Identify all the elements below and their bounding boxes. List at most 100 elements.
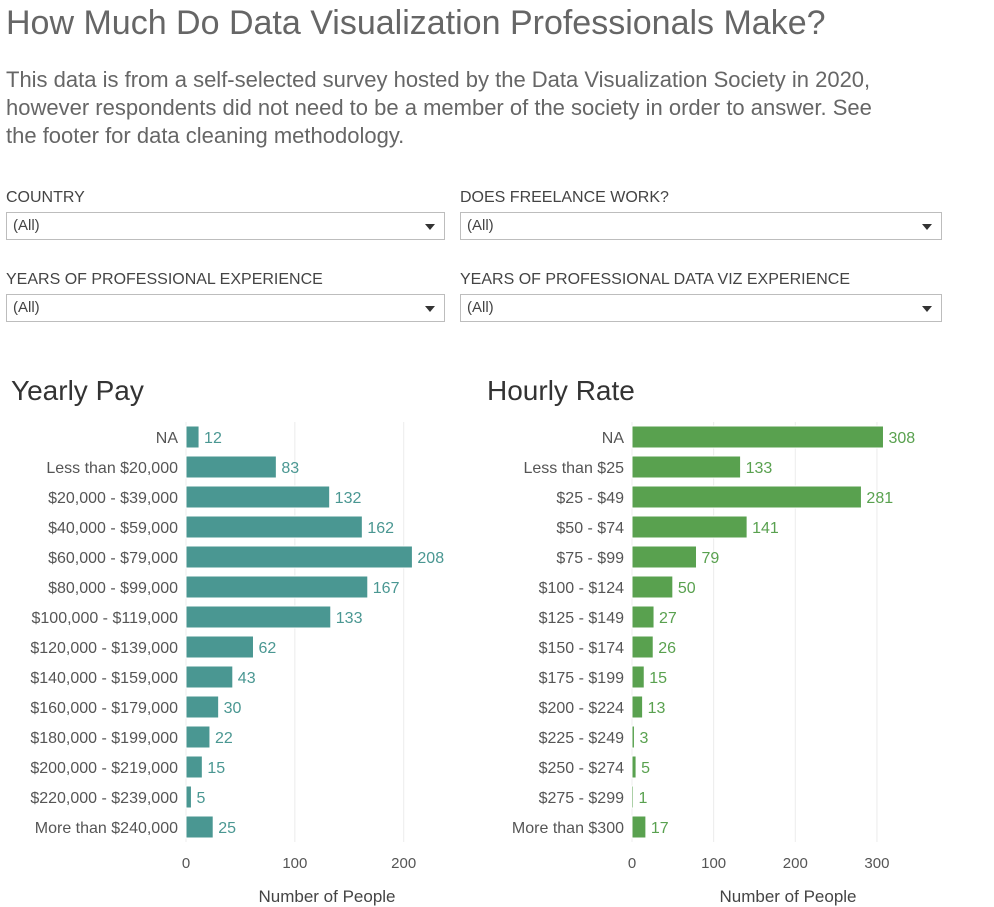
hourly-x-axis-title: Number of People bbox=[719, 887, 856, 906]
caret-down-icon bbox=[425, 224, 435, 230]
x-tick-label: 200 bbox=[391, 855, 416, 872]
hourly-bar[interactable] bbox=[631, 815, 647, 839]
yearly-bar[interactable] bbox=[185, 515, 363, 539]
value-label: 5 bbox=[641, 760, 650, 777]
hourly-bar[interactable] bbox=[631, 425, 884, 449]
value-label: 83 bbox=[281, 460, 299, 477]
yearly-bar[interactable] bbox=[185, 725, 211, 749]
hourly-bar[interactable] bbox=[631, 575, 674, 599]
value-label: 132 bbox=[335, 490, 362, 507]
category-label: $75 - $99 bbox=[556, 550, 624, 567]
value-label: 133 bbox=[746, 460, 773, 477]
hourly-bar[interactable] bbox=[631, 695, 644, 719]
value-label: 79 bbox=[702, 550, 720, 567]
category-label: $150 - $174 bbox=[539, 640, 625, 657]
category-label: $225 - $249 bbox=[539, 730, 625, 747]
value-label: 30 bbox=[224, 700, 242, 717]
yearly-bar[interactable] bbox=[185, 785, 192, 809]
value-label: 15 bbox=[649, 670, 667, 687]
filter-label: COUNTRY bbox=[6, 189, 85, 206]
country-dropdown[interactable]: (All) bbox=[6, 212, 445, 240]
freelance-dropdown[interactable]: (All) bbox=[460, 212, 942, 240]
value-label: 27 bbox=[659, 610, 677, 627]
hourly-bar[interactable] bbox=[631, 755, 637, 779]
filter-label: YEARS OF PROFESSIONAL EXPERIENCE bbox=[6, 271, 323, 288]
hourly-bar[interactable] bbox=[631, 665, 645, 689]
category-label: Less than $20,000 bbox=[46, 460, 178, 477]
category-label: $60,000 - $79,000 bbox=[48, 550, 178, 567]
category-label: $160,000 - $179,000 bbox=[30, 700, 178, 717]
value-label: 208 bbox=[417, 550, 444, 567]
category-label: $25 - $49 bbox=[556, 490, 624, 507]
yearly-bar[interactable] bbox=[185, 425, 200, 449]
yearly-bar[interactable] bbox=[185, 695, 220, 719]
category-label: NA bbox=[602, 430, 625, 447]
category-label: $180,000 - $199,000 bbox=[30, 730, 178, 747]
yearly-bar[interactable] bbox=[185, 455, 277, 479]
category-label: $120,000 - $139,000 bbox=[30, 640, 178, 657]
page-title: How Much Do Data Visualization Professio… bbox=[6, 4, 826, 42]
filter-label: YEARS OF PROFESSIONAL DATA VIZ EXPERIENC… bbox=[460, 271, 851, 288]
category-label: $20,000 - $39,000 bbox=[48, 490, 178, 507]
value-label: 5 bbox=[196, 790, 205, 807]
yearly-bar[interactable] bbox=[185, 575, 369, 599]
yearly-x-axis-title: Number of People bbox=[258, 887, 395, 906]
yearly-bar[interactable] bbox=[185, 605, 332, 629]
x-tick-label: 0 bbox=[182, 855, 190, 872]
category-label: $80,000 - $99,000 bbox=[48, 580, 178, 597]
yearly-bar[interactable] bbox=[185, 815, 214, 839]
category-label: $200,000 - $219,000 bbox=[30, 760, 178, 777]
value-label: 13 bbox=[648, 700, 666, 717]
value-label: 162 bbox=[367, 520, 394, 537]
category-label: $100 - $124 bbox=[539, 580, 625, 597]
hourly-bar[interactable] bbox=[631, 725, 635, 749]
yearly-bar[interactable] bbox=[185, 545, 413, 569]
category-label: $250 - $274 bbox=[539, 760, 625, 777]
category-label: $175 - $199 bbox=[539, 670, 625, 687]
dataviz-experience-dropdown[interactable]: (All) bbox=[460, 294, 942, 322]
page-description: This data is from a self-selected survey… bbox=[6, 67, 872, 148]
yearly-bar[interactable] bbox=[185, 635, 254, 659]
value-label: 12 bbox=[204, 430, 222, 447]
value-label: 43 bbox=[238, 670, 256, 687]
hourly-bar[interactable] bbox=[631, 455, 742, 479]
hourly-chart-title: Hourly Rate bbox=[487, 375, 635, 406]
hourly-bar[interactable] bbox=[631, 635, 654, 659]
dropdown-value: (All) bbox=[467, 299, 494, 316]
hourly-bar[interactable] bbox=[631, 515, 748, 539]
value-label: 3 bbox=[639, 730, 648, 747]
yearly-bar[interactable] bbox=[185, 665, 234, 689]
category-label: $100,000 - $119,000 bbox=[32, 610, 179, 627]
x-tick-label: 300 bbox=[864, 855, 889, 872]
value-label: 141 bbox=[752, 520, 779, 537]
hourly-bar[interactable] bbox=[631, 605, 655, 629]
caret-down-icon bbox=[922, 306, 932, 312]
dropdown-value: (All) bbox=[13, 299, 40, 316]
value-label: 308 bbox=[888, 430, 915, 447]
hourly-bar[interactable] bbox=[631, 485, 862, 509]
value-label: 50 bbox=[678, 580, 696, 597]
category-label: $125 - $149 bbox=[539, 610, 625, 627]
yearly-bar[interactable] bbox=[185, 485, 331, 509]
x-tick-label: 200 bbox=[783, 855, 808, 872]
category-label: $140,000 - $159,000 bbox=[30, 670, 178, 687]
value-label: 26 bbox=[658, 640, 676, 657]
category-label: More than $240,000 bbox=[35, 820, 178, 837]
filter-freelance: DOES FREELANCE WORK? (All) bbox=[460, 187, 942, 240]
x-tick-label: 100 bbox=[701, 855, 726, 872]
yearly-bar[interactable] bbox=[185, 755, 203, 779]
x-tick-label: 100 bbox=[282, 855, 307, 872]
caret-down-icon bbox=[425, 306, 435, 312]
hourly-bar[interactable] bbox=[631, 545, 698, 569]
value-label: 62 bbox=[258, 640, 276, 657]
category-label: $200 - $224 bbox=[539, 700, 625, 717]
dropdown-value: (All) bbox=[13, 217, 40, 234]
value-label: 1 bbox=[639, 790, 648, 807]
value-label: 167 bbox=[373, 580, 400, 597]
dropdown-value: (All) bbox=[467, 217, 494, 234]
category-label: $40,000 - $59,000 bbox=[48, 520, 178, 537]
yearly-chart-title: Yearly Pay bbox=[11, 375, 144, 406]
hourly-bar[interactable] bbox=[631, 785, 634, 809]
category-label: $220,000 - $239,000 bbox=[30, 790, 178, 807]
professional-experience-dropdown[interactable]: (All) bbox=[6, 294, 445, 322]
